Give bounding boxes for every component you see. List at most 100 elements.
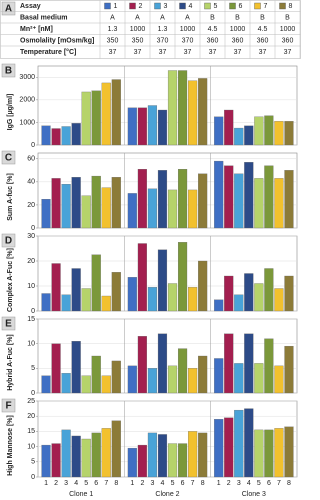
x-tick-label: 5	[171, 480, 175, 487]
table-cell: 4.5	[258, 26, 268, 33]
bar: 3	[61, 126, 71, 146]
bar: 5	[167, 443, 178, 478]
x-tick-label: 7	[104, 480, 108, 487]
bar: 6	[264, 429, 274, 478]
bar: 5	[81, 195, 91, 229]
bar: 7	[274, 365, 284, 394]
x-tick-label: 8	[114, 480, 118, 487]
table-row-label: Basal medium	[20, 15, 67, 22]
bar: 4	[71, 268, 81, 312]
bar: 2	[224, 165, 234, 229]
bar: 4	[157, 434, 168, 478]
bar: 2	[224, 417, 234, 478]
bar: 3	[234, 294, 244, 312]
bar: 3	[234, 363, 244, 394]
bar: 7	[274, 288, 284, 312]
table-frame	[0, 0, 301, 59]
bar: 2	[137, 107, 147, 146]
x-tick-label: 1	[44, 480, 48, 487]
bar: 7	[274, 428, 284, 478]
table-cell: 370	[182, 38, 194, 45]
bar: 3	[147, 188, 158, 229]
bar: 7	[101, 295, 111, 312]
y-tick-label: 0	[31, 142, 35, 149]
bar: 4	[157, 249, 168, 312]
y-axis-label: Sum A-fuc [%]	[7, 173, 14, 221]
bar: 2	[51, 343, 61, 394]
panel-letter-box	[1, 233, 16, 248]
bar: 7	[188, 368, 198, 394]
bar: 5	[254, 283, 264, 312]
bar: 1	[214, 358, 224, 394]
bar: 4	[157, 109, 168, 146]
bar: 5	[81, 438, 91, 478]
y-axis-label: High Mannose [%]	[7, 415, 14, 476]
panel-letter: E	[5, 319, 12, 330]
x-tick-label: 2	[54, 480, 58, 487]
bar: 1	[41, 125, 51, 146]
x-tick-label: 2	[140, 480, 144, 487]
legend-label: 5	[214, 3, 218, 10]
bar: 7	[188, 189, 198, 229]
bar: 5	[254, 363, 264, 394]
legend-label: 6	[239, 3, 243, 10]
bar: 2	[51, 178, 61, 229]
bar: 6	[91, 175, 101, 229]
bar: 8	[198, 78, 208, 146]
bar: 1	[127, 365, 137, 394]
y-tick-label: 10	[27, 341, 35, 348]
bar: 2	[224, 109, 234, 146]
bar: 7	[101, 375, 111, 394]
table-cell: 37	[109, 49, 117, 56]
bar: 1	[41, 444, 51, 478]
y-axis-label: Complex A-Fuc [%]	[7, 248, 14, 312]
bar: 2	[137, 444, 147, 478]
legend-label: 4	[189, 3, 193, 10]
table-cell: 360	[207, 38, 219, 45]
x-tick-label: 8	[287, 480, 291, 487]
x-tick-label: 1	[217, 480, 221, 487]
x-tick-label: 3	[150, 480, 154, 487]
bar: 3	[61, 429, 71, 478]
bar: 4	[244, 273, 254, 312]
bar: 1	[214, 160, 224, 229]
bar: 3	[147, 287, 158, 312]
bar: 6	[91, 254, 101, 312]
bar: 2	[51, 443, 61, 478]
bar: 8	[198, 355, 208, 394]
bar: 1	[127, 193, 137, 229]
bar: 5	[254, 429, 264, 478]
panel-letter-box	[1, 63, 16, 78]
table-cell: 1000	[230, 26, 246, 33]
y-tick-label: 0	[31, 225, 35, 232]
bar: 2	[137, 243, 147, 312]
table-cell: 1.3	[108, 26, 118, 33]
bar: 4	[71, 341, 81, 394]
bar: 5	[167, 70, 178, 146]
bar: 3	[234, 409, 244, 478]
table-cell: 1000	[130, 26, 146, 33]
x-tick-label: 3	[64, 480, 68, 487]
bar: 4	[244, 333, 254, 394]
y-tick-label: 2000	[19, 97, 35, 104]
x-tick-label: 6	[181, 480, 185, 487]
plot-area	[37, 152, 298, 229]
y-tick-label: 10	[27, 283, 35, 290]
x-tick-label: 5	[257, 480, 261, 487]
bar: 2	[137, 336, 147, 394]
bar: 4	[244, 162, 254, 229]
bar: 6	[91, 90, 101, 146]
bar: 8	[198, 432, 208, 478]
table-cell: 37	[184, 49, 192, 56]
x-category-label: Clone 3	[242, 491, 266, 498]
y-tick-label: 40	[27, 179, 35, 186]
table-cell: 37	[259, 49, 267, 56]
bar: 3	[147, 368, 158, 394]
bar: 6	[91, 355, 101, 394]
x-tick-label: 4	[161, 480, 165, 487]
table-row-label: Osmolality [mOsm/kg]	[20, 38, 94, 45]
y-tick-label: 1000	[19, 119, 35, 126]
legend-swatch	[129, 2, 136, 10]
bar: 1	[214, 116, 224, 146]
y-tick-label: 3000	[19, 74, 35, 81]
